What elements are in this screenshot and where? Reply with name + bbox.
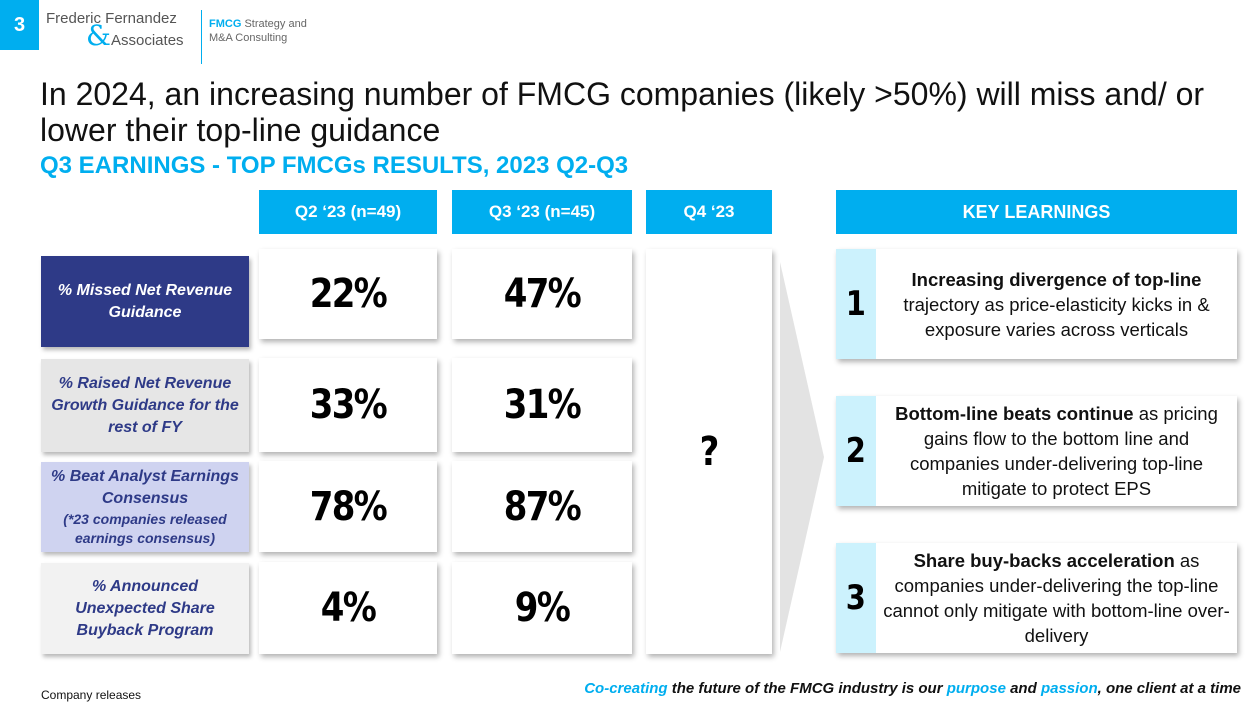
row-label-raised-guidance: % Raised Net Revenue Growth Guidance for…: [41, 359, 249, 452]
value-q3-missed: 47%: [503, 271, 582, 317]
key-learning-rest: trajectory as price-elasticity kicks in …: [903, 293, 1210, 340]
key-learning-rest: as pricing gains flow to the bottom line…: [909, 403, 1218, 499]
key-learning-item-1: 1 Increasing divergence of top-line traj…: [836, 249, 1237, 359]
row-label-text: % Raised Net Revenue Growth Guidance for…: [51, 374, 239, 436]
column-header-q2: Q2 ‘23 (n=49): [259, 190, 437, 234]
key-learning-bold: Increasing divergence of top-line: [911, 268, 1202, 290]
row-label-text: % Missed Net Revenue Guidance: [57, 281, 233, 321]
key-learning-item-2: 2 Bottom-line beats continue as pricing …: [836, 396, 1237, 506]
tagline-line2: M&A Consulting: [209, 32, 288, 44]
value-cell: 78%: [259, 461, 437, 552]
footer-tagline: Co-creating the future of the FMCG indus…: [584, 680, 1241, 697]
key-learning-text: Share buy-backs acceleration as companie…: [876, 543, 1237, 653]
row-label-main: % Beat Analyst Earnings Consensus: [51, 468, 239, 507]
row-label-missed-guidance: % Missed Net Revenue Guidance: [41, 256, 249, 347]
value-q3-raised: 31%: [503, 382, 582, 428]
value-cell: 22%: [259, 249, 437, 339]
key-learning-bold: Share buy-backs acceleration: [913, 550, 1175, 571]
value-q3-beat: 87%: [503, 483, 582, 530]
footer-part: and: [1005, 680, 1041, 697]
column-header-q3: Q3 ‘23 (n=45): [452, 190, 632, 234]
value-cell-q4: ?: [646, 249, 772, 654]
value-cell: 31%: [452, 358, 632, 452]
footer-part: , one client at a time: [1097, 680, 1241, 697]
page-number: 3: [0, 0, 39, 50]
value-cell: 9%: [452, 562, 632, 654]
value-q2-buyback: 4%: [320, 585, 377, 631]
key-learning-number: 2: [836, 396, 876, 506]
value-cell: 4%: [259, 562, 437, 654]
key-learning-bold: Bottom-line beats continue: [895, 403, 1134, 424]
column-header-q4: Q4 ‘23: [646, 190, 772, 234]
footer-part: the future of the FMCG industry is our: [667, 680, 947, 697]
value-cell: 33%: [259, 358, 437, 452]
value-q3-buyback: 9%: [514, 585, 571, 631]
slide-title: In 2024, an increasing number of FMCG co…: [40, 76, 1205, 148]
footer-part: purpose: [946, 680, 1006, 697]
row-label-text: % Announced Unexpected Share Buyback Pro…: [75, 577, 215, 639]
logo-text-line2: Associates: [111, 32, 184, 49]
key-learning-number: 3: [836, 543, 876, 653]
key-learning-number-text: 1: [845, 284, 867, 324]
value-q4-unknown: ?: [699, 428, 720, 475]
row-label-beat-consensus: % Beat Analyst Earnings Consensus (*23 c…: [41, 462, 249, 552]
key-learning-item-3: 3 Share buy-backs acceleration as compan…: [836, 543, 1237, 653]
value-cell: 87%: [452, 461, 632, 552]
chevron-arrow-icon: [780, 262, 824, 652]
value-q2-missed: 22%: [309, 271, 388, 317]
footer-part: passion: [1040, 680, 1098, 697]
value-cell: 47%: [452, 249, 632, 339]
slide-subtitle: Q3 EARNINGS - TOP FMCGs RESULTS, 2023 Q2…: [40, 152, 629, 179]
key-learnings-header: KEY LEARNINGS: [836, 190, 1237, 234]
key-learning-number-text: 2: [845, 431, 867, 471]
key-learning-text: Increasing divergence of top-line trajec…: [876, 249, 1237, 359]
source-note: Company releases: [41, 688, 142, 702]
tagline-rest: Strategy and: [241, 18, 307, 30]
key-learning-number: 1: [836, 249, 876, 359]
key-learning-number-text: 3: [845, 578, 867, 618]
tagline-highlight: FMCG: [209, 18, 242, 30]
logo-divider: [201, 10, 202, 64]
company-tagline: FMCG Strategy and M&A Consulting: [209, 17, 307, 45]
row-label-share-buyback: % Announced Unexpected Share Buyback Pro…: [41, 563, 249, 654]
key-learning-text: Bottom-line beats continue as pricing ga…: [876, 396, 1237, 506]
value-q2-beat: 78%: [309, 483, 388, 530]
row-label-text: % Beat Analyst Earnings Consensus (*23 c…: [47, 466, 243, 548]
key-learning-rest: as companies under-delivering the top-li…: [883, 550, 1230, 646]
row-label-note: (*23 companies released earnings consens…: [63, 511, 227, 546]
value-q2-raised: 33%: [309, 382, 388, 428]
logo-ampersand: &: [86, 19, 111, 52]
footer-part: Co-creating: [584, 680, 668, 697]
logo-text-line1: Frederic Fernandez: [46, 10, 177, 27]
